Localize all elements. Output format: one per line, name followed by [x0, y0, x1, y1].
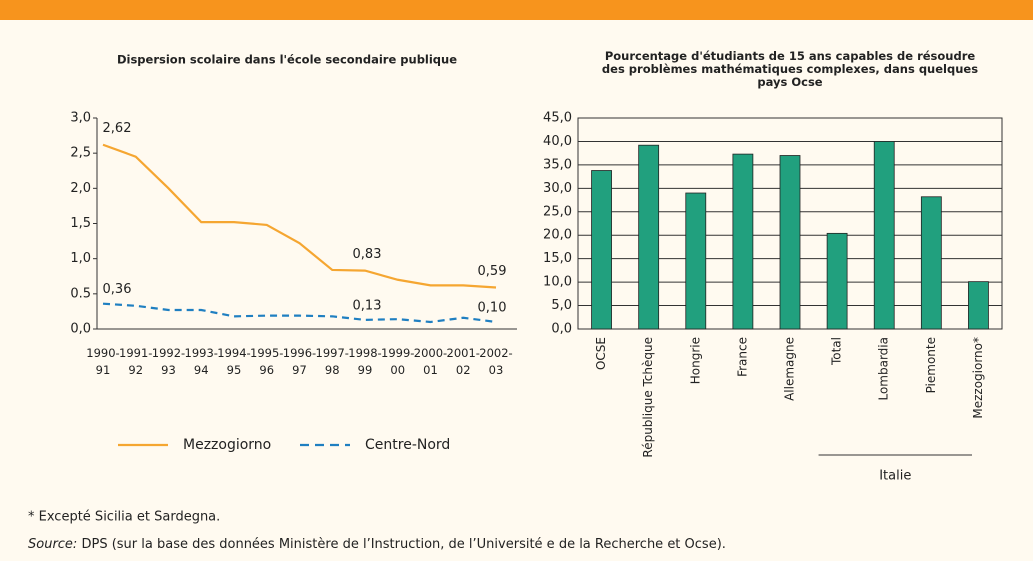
data-label: 0,13 [353, 298, 382, 313]
data-label: 0,83 [353, 247, 382, 262]
bar [873, 141, 895, 330]
x-tick-label: 1991-92 [119, 346, 152, 377]
chart-title: Dispersion scolaire dans l'école seconda… [117, 53, 457, 67]
y-tick-label: 25,0 [543, 204, 572, 219]
y-tick-label: 15,0 [543, 251, 572, 266]
x-tick-label: Mezzogiorno* [971, 337, 985, 419]
data-label: 2,62 [103, 121, 132, 136]
y-tick-label: 0,0 [70, 322, 91, 337]
x-tick-label: 2000-01 [414, 346, 447, 377]
bar [685, 192, 707, 330]
group-label: Italie [879, 469, 911, 484]
source: Source: DPS (sur la base des données Min… [28, 537, 726, 552]
x-tick-label: 2001-02 [447, 346, 480, 377]
x-tick-label: Allemagne [783, 337, 797, 401]
y-tick-label: 0.5 [70, 286, 91, 301]
source-text: DPS (sur la base des données Ministère d… [81, 537, 725, 552]
x-tick-label: 1993-94 [185, 346, 218, 377]
x-tick-label: 1998-99 [348, 346, 381, 377]
x-tick-label: République Tchèque [641, 337, 655, 458]
bar [826, 232, 848, 330]
x-tick-label: Lombardia [877, 337, 891, 401]
bar [968, 281, 989, 330]
x-tick-label: OCSE [594, 337, 608, 370]
x-tick-label: 1994-95 [217, 346, 250, 377]
line-series [102, 302, 497, 324]
chart-title: Pourcentage d'étudiants de 15 ans capabl… [601, 50, 979, 89]
bar [591, 170, 612, 330]
bar [638, 144, 660, 330]
x-tick-label: France [735, 337, 749, 377]
bar [779, 155, 801, 330]
y-tick-label: 2,5 [70, 146, 91, 161]
y-tick-label: 10,0 [543, 275, 572, 290]
x-tick-label: 1995-96 [250, 346, 283, 377]
y-tick-label: 45,0 [543, 111, 572, 126]
y-tick-label: 30,0 [543, 181, 572, 196]
data-label: 0,59 [478, 264, 507, 279]
x-tick-label: 1997-98 [316, 346, 349, 377]
bar [920, 196, 942, 330]
line-series [102, 143, 497, 289]
y-tick-label: 20,0 [543, 228, 572, 243]
header-bar [0, 0, 1033, 20]
x-tick-label: Hongrie [688, 337, 702, 384]
chart-title-box: Pourcentage d'étudiants de 15 ans capabl… [601, 50, 979, 89]
y-tick-label: 1,0 [70, 251, 91, 266]
x-tick-label: 1999-00 [381, 346, 414, 377]
legend-label: Centre-Nord [365, 437, 450, 453]
y-tick-label: 1,5 [70, 216, 91, 231]
x-tick-label: 1990-91 [86, 346, 119, 377]
x-tick-label: Piemonte [924, 337, 938, 393]
bar [732, 153, 754, 330]
y-tick-label: 3,0 [70, 111, 91, 126]
x-tick-label: 1992-93 [152, 346, 185, 377]
y-tick-label: 0,0 [551, 322, 572, 337]
x-tick-label: 2002-03 [479, 346, 512, 377]
legend-label: Mezzogiorno [183, 437, 271, 453]
y-tick-label: 40,0 [543, 134, 572, 149]
x-tick-label: Total [830, 337, 844, 366]
y-tick-label: 2,0 [70, 181, 91, 196]
data-label: 0,10 [478, 300, 507, 315]
footnote: * Excepté Sicilia et Sardegna. [28, 510, 220, 525]
source-label: Source: [28, 537, 77, 552]
y-tick-label: 5,0 [551, 298, 572, 313]
y-tick-label: 35,0 [543, 157, 572, 172]
data-label: 0,36 [103, 282, 132, 297]
x-tick-label: 1996-97 [283, 346, 316, 377]
